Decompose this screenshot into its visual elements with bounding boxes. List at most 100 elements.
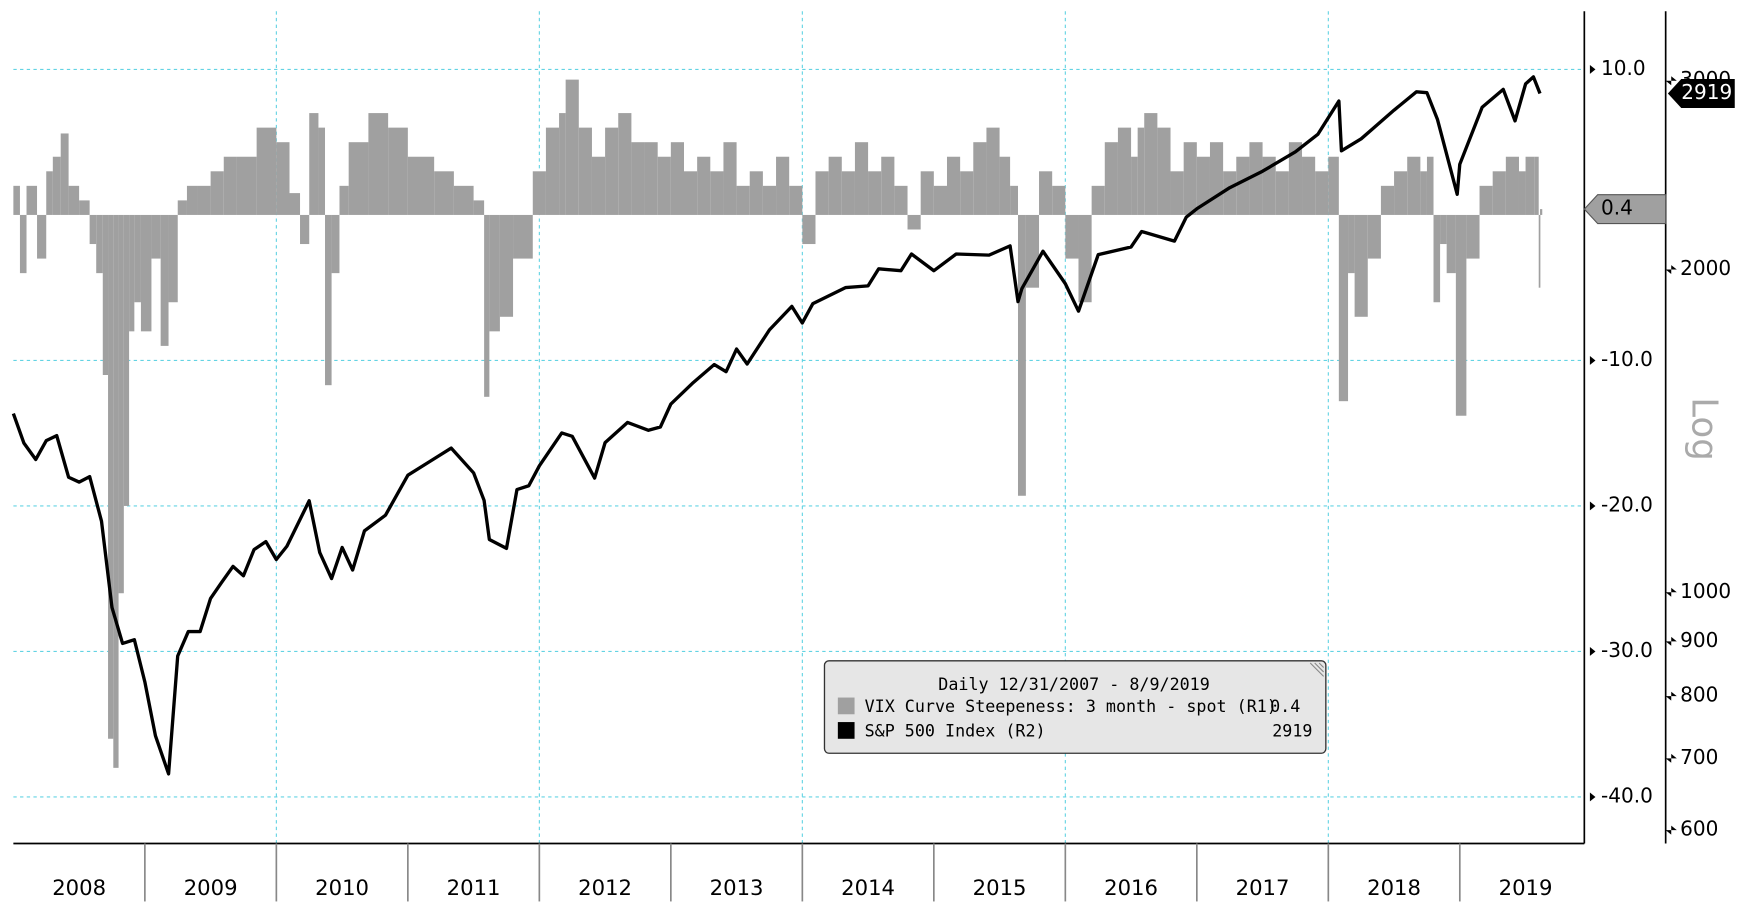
last-value-tag [1583, 194, 1667, 225]
line [11, 75, 1542, 776]
bar [868, 171, 882, 215]
grid [13, 11, 1583, 844]
bar [1137, 127, 1145, 215]
legend: Daily 12/31/2007 - 8/9/2019 VIX Curve St… [823, 660, 1327, 754]
y2-tick [1665, 825, 1677, 835]
bar [545, 127, 560, 215]
bar [1010, 185, 1018, 215]
bar [736, 185, 750, 215]
bar [236, 156, 257, 215]
bar [46, 171, 53, 215]
bar [881, 156, 895, 215]
bar [1518, 171, 1526, 215]
bar [644, 142, 658, 215]
bar [1315, 171, 1329, 215]
bar [1479, 185, 1493, 215]
bar [559, 113, 566, 215]
bar [1104, 142, 1118, 215]
bar [1131, 156, 1138, 215]
x-tick-label: 2013 [710, 875, 764, 900]
y2-tick-label: 600 [1680, 817, 1718, 841]
x-tick-label: 2015 [973, 875, 1027, 900]
bar [368, 113, 389, 215]
legend-value: 0.4 [1270, 696, 1300, 716]
bar [325, 214, 332, 386]
bar [697, 156, 711, 215]
bar [605, 127, 619, 215]
bar [1052, 185, 1066, 215]
x-tick-label: 2016 [1104, 875, 1158, 900]
bar [1420, 171, 1427, 215]
x-tick-label: 2017 [1236, 875, 1290, 900]
bar [1302, 156, 1316, 215]
bar [68, 185, 80, 215]
bar [1065, 214, 1079, 259]
bar [1117, 127, 1132, 215]
bar [388, 127, 408, 215]
legend-value: 2919 [1272, 721, 1312, 741]
bar [113, 214, 119, 768]
y-tick-label: -20.0 [1601, 492, 1653, 516]
bar [841, 171, 855, 215]
bar [102, 214, 109, 375]
y2-tick [1665, 753, 1677, 763]
bar [960, 171, 974, 215]
bar [177, 200, 187, 215]
bar [1433, 214, 1441, 303]
bar [986, 127, 1000, 215]
bar [26, 185, 38, 215]
last-value-label: 0.4 [1601, 196, 1633, 220]
bar [1505, 156, 1519, 215]
bar [1354, 214, 1368, 317]
bar [1249, 142, 1263, 215]
bar [1288, 142, 1303, 215]
bar [96, 214, 103, 274]
bar [1426, 156, 1434, 215]
y2-tick [1665, 636, 1677, 646]
bar [1525, 156, 1535, 215]
bar [578, 127, 592, 215]
bar [123, 214, 130, 506]
bar [1538, 214, 1541, 288]
bar [565, 79, 579, 215]
bar [776, 156, 790, 215]
bar [802, 214, 816, 245]
bar [999, 156, 1011, 215]
bar [1407, 156, 1421, 215]
bar [1183, 142, 1197, 215]
bar [828, 156, 842, 215]
bar [1367, 214, 1381, 259]
resize-grip [1309, 662, 1325, 677]
y2-tick [1665, 265, 1677, 274]
bars [13, 79, 1543, 768]
bar [473, 200, 485, 215]
bar [89, 214, 97, 245]
bar [1492, 171, 1506, 215]
y-tick [1584, 646, 1596, 656]
bar [657, 156, 671, 215]
x-tick-label: 2008 [52, 875, 106, 900]
bar [618, 113, 632, 215]
legend-title: Daily 12/31/2007 - 8/9/2019 [938, 674, 1210, 694]
bar [1025, 214, 1040, 288]
bar [60, 133, 69, 215]
bar [407, 156, 435, 215]
bar [1157, 127, 1171, 215]
bar [129, 214, 135, 332]
bar [933, 185, 947, 215]
y-tick [1584, 792, 1596, 802]
bar [631, 142, 645, 215]
x-tick-label: 2009 [184, 875, 238, 900]
legend-label: VIX Curve Steepeness: 3 month - spot (R1… [865, 696, 1277, 716]
y2-tick [1665, 587, 1677, 597]
bar [37, 214, 47, 259]
bar [223, 156, 237, 215]
lines [11, 75, 1542, 776]
y2-tick-label: 800 [1680, 683, 1718, 707]
bar [920, 171, 934, 215]
bar [1223, 171, 1237, 215]
bar [907, 214, 921, 230]
y2-tick [1665, 691, 1677, 701]
legend-box [823, 660, 1327, 754]
